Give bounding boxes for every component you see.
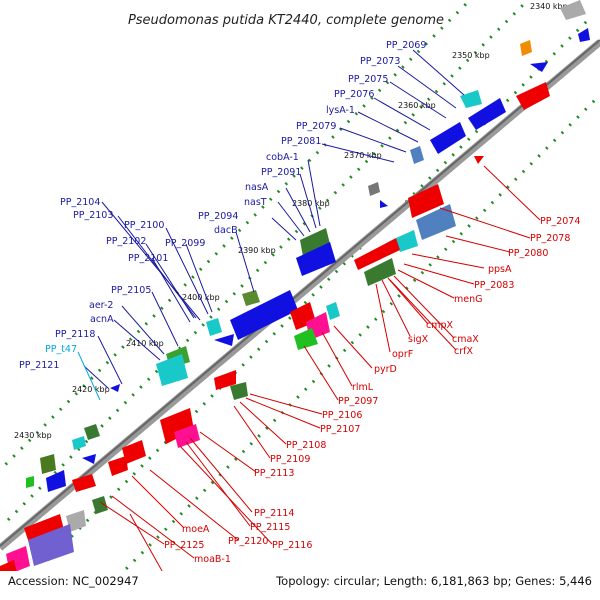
gene-label[interactable]: PP_2080 [508, 248, 548, 259]
gene-label[interactable]: PP_2118 [55, 329, 95, 340]
gene-label[interactable]: PP_2073 [360, 56, 400, 67]
gene-label[interactable]: PP_2076 [334, 89, 374, 100]
gene-label[interactable]: cobA-1 [266, 152, 299, 163]
gene-label[interactable]: PP_2103 [73, 210, 113, 221]
kbp-label: 2370 kbp [344, 151, 382, 160]
gene-label[interactable]: PP_2107 [320, 424, 360, 435]
kbp-label: 2350 kbp [452, 51, 490, 60]
far-dotted-track [0, 0, 473, 473]
gene-label[interactable]: PP_2121 [19, 360, 59, 371]
gene-label[interactable]: moaB-1 [194, 554, 231, 565]
gene-label[interactable]: PP_2116 [272, 540, 312, 551]
gene-label[interactable]: pyrD [374, 364, 397, 375]
reverse-dotted-track [93, 93, 600, 600]
gene-label[interactable]: menG [454, 294, 482, 305]
gene-label[interactable]: moeA [182, 524, 210, 535]
forward-genes [26, 28, 590, 492]
gene-label[interactable]: PP_2099 [165, 238, 205, 249]
gene-label[interactable]: PP_2083 [474, 280, 514, 291]
gene-label[interactable]: PP_2097 [338, 396, 378, 407]
gene-label[interactable]: rlmL [352, 382, 374, 393]
gene-label[interactable]: cmaX [452, 334, 479, 345]
map-title: Pseudomonas putida KT2440, complete geno… [128, 13, 444, 28]
gene-label[interactable]: PP_2113 [254, 468, 294, 479]
gene-label[interactable]: PP_2106 [322, 410, 362, 421]
gene-label[interactable]: acnA [90, 314, 114, 325]
gene-label[interactable]: PP_2091 [261, 167, 301, 178]
kbp-label: 2430 kbp [14, 431, 52, 440]
gene-label[interactable]: PP_2115 [250, 522, 290, 533]
gene-label[interactable]: PP_t47 [45, 344, 77, 355]
gene-label[interactable]: PP_2105 [111, 285, 151, 296]
gene-label[interactable]: ppsA [488, 264, 512, 275]
kbp-label: 2400 kbp [182, 293, 220, 302]
kbp-label: 2380 kbp [292, 199, 330, 208]
gene-label[interactable]: crfX [454, 346, 473, 357]
gene-label[interactable]: oprF [392, 349, 413, 360]
kbp-label: 2420 kbp [72, 385, 110, 394]
gene-label[interactable]: dacB [214, 225, 238, 236]
kbp-label: 2360 kbp [398, 101, 436, 110]
gene-label[interactable]: PP_2078 [530, 233, 570, 244]
gene-label[interactable]: PP_2109 [270, 454, 310, 465]
kbp-label: 2340 kbp [530, 2, 568, 11]
gene-label[interactable]: PP_2100 [124, 220, 164, 231]
gene-label[interactable]: PP_2079 [296, 121, 336, 132]
gene-label[interactable]: PP_2102 [106, 236, 146, 247]
reverse-genes [0, 0, 586, 586]
gene-label[interactable]: PP_2081 [281, 136, 321, 147]
gene-label[interactable]: PP_2108 [286, 440, 326, 451]
kbp-label: 2410 kbp [126, 339, 164, 348]
inner-dotted-track [6, 0, 531, 522]
gene-label[interactable]: PP_2114 [254, 508, 294, 519]
gene-label[interactable]: nasA [245, 182, 269, 193]
reverse-leaders [99, 165, 541, 579]
gene-label[interactable]: PP_2101 [128, 253, 168, 264]
gene-label[interactable]: PP_2125 [164, 540, 204, 551]
forward-gene-labels: PP_2069 PP_2073 PP_2075 PP_2076 lysA-1 P… [19, 40, 426, 371]
gene-label[interactable]: PP_2075 [348, 74, 388, 85]
gene-label[interactable]: cmpX [426, 320, 454, 331]
gene-label[interactable]: sigX [408, 334, 429, 345]
gene-label[interactable]: PP_2120 [228, 536, 268, 547]
gene-label[interactable]: PP_2094 [198, 211, 238, 222]
gene-label[interactable]: PP_2074 [540, 216, 580, 227]
gene-label[interactable]: PP_2069 [386, 40, 426, 51]
forward-leaders [83, 49, 465, 389]
gene-label[interactable]: lysA-1 [326, 105, 355, 116]
accession-text: Accession: NC_002947 [8, 574, 139, 588]
kbp-tick-labels: 2340 kbp 2350 kbp 2360 kbp 2370 kbp 2380… [14, 2, 568, 440]
gene-label[interactable]: nasT [244, 197, 267, 208]
genome-backbone [0, 39, 600, 551]
gene-label[interactable]: aer-2 [89, 300, 113, 311]
genome-summary-text: Topology: circular; Length: 6,181,863 bp… [275, 574, 592, 588]
gene-label[interactable]: PP_2104 [60, 197, 100, 208]
kbp-label: 2390 kbp [238, 246, 276, 255]
